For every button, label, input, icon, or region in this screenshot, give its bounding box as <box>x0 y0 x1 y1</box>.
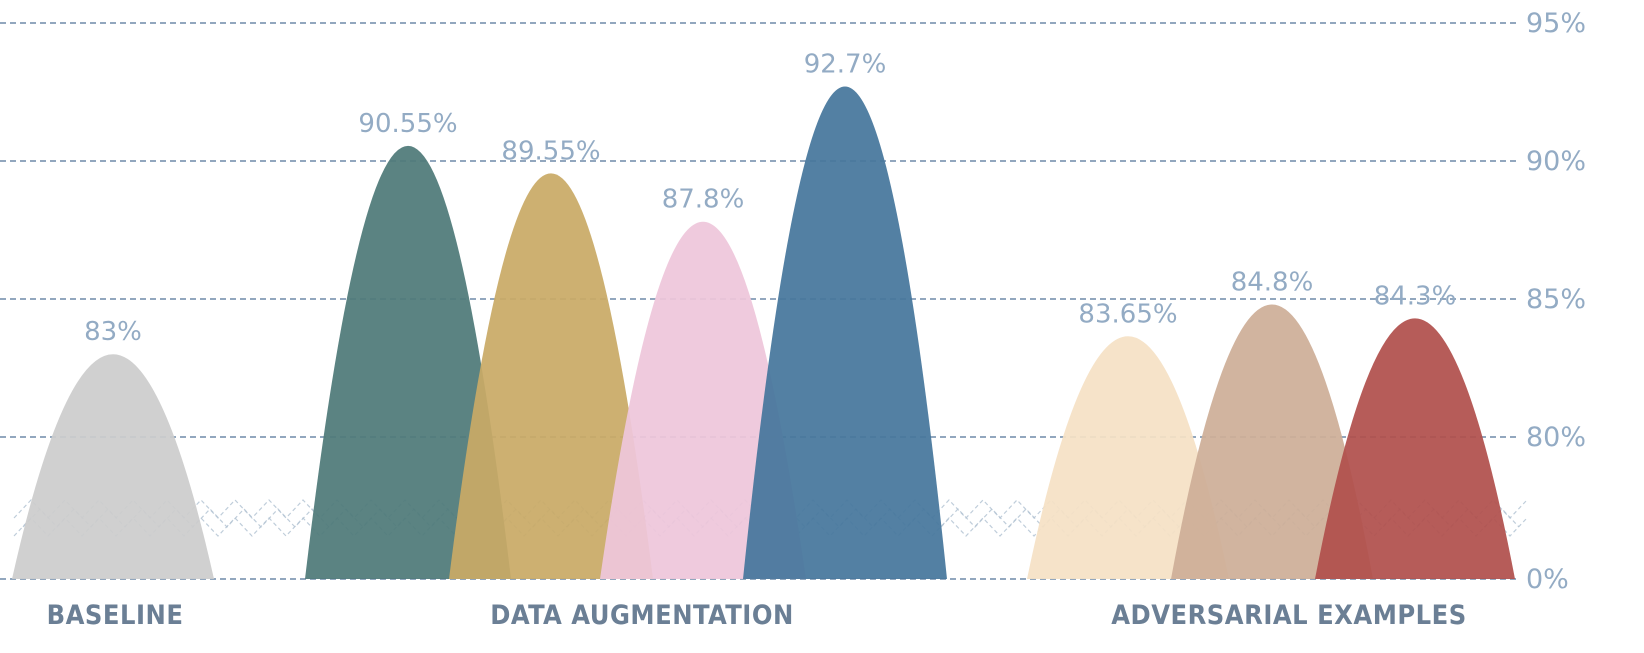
value-label: 92.7% <box>804 49 887 79</box>
group-label: DATA AUGMENTATION <box>490 600 794 631</box>
group-labels: BASELINE DATA AUGMENTATION ADVERSARIAL EXA… <box>47 600 1467 631</box>
value-label: 90.55% <box>358 109 457 139</box>
value-label: 87.8% <box>662 185 745 215</box>
value-labels: 83% 90.55% 89.55% 87.8% 92.7% 83.65% 84.8% 84.3… <box>84 49 1456 347</box>
peak-1-3 <box>743 86 947 579</box>
value-label: 89.55% <box>501 136 600 166</box>
group-label: ADVERSARIAL EXAMPLES <box>1111 600 1467 631</box>
peak-2-1 <box>1171 304 1373 579</box>
peaks <box>12 86 1515 579</box>
y-tick-label: 0% <box>1526 564 1569 595</box>
y-tick-label: 90% <box>1526 146 1586 177</box>
y-tick-label: 95% <box>1526 8 1586 39</box>
value-label: 83.65% <box>1078 299 1177 329</box>
y-tick-label: 80% <box>1526 422 1586 453</box>
y-tick-label: 85% <box>1526 284 1586 315</box>
value-label: 84.8% <box>1231 268 1314 298</box>
peak-2-0 <box>1027 336 1229 579</box>
peak-2-2 <box>1315 318 1515 579</box>
group-label: BASELINE <box>47 600 184 631</box>
y-tick-labels: 95% 90% 85% 80% 0% <box>1526 8 1586 595</box>
peak-0-0 <box>12 354 214 579</box>
value-label: 84.3% <box>1374 281 1457 311</box>
value-label: 83% <box>84 317 142 347</box>
peak-1-0 <box>305 145 511 579</box>
peak-1-1 <box>449 173 653 579</box>
